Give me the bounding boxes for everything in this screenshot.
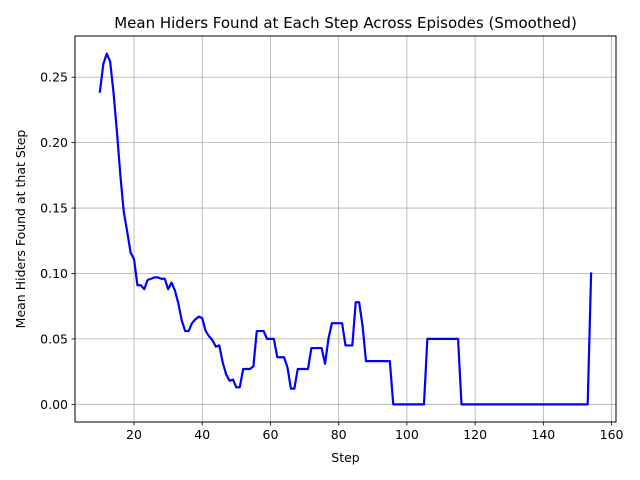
x-tick-label: 120 [463, 427, 487, 442]
y-axis-label: Mean Hiders Found at that Step [13, 130, 28, 329]
x-tick-label: 20 [126, 427, 142, 442]
x-tick-label: 60 [263, 427, 279, 442]
y-tick-label: 0.20 [40, 135, 68, 150]
grid [75, 36, 616, 422]
y-tick-label: 0.10 [40, 266, 68, 281]
x-tick-label: 160 [600, 427, 624, 442]
x-tick-label: 100 [395, 427, 419, 442]
series-line [98, 52, 593, 406]
chart-title: Mean Hiders Found at Each Step Across Ep… [114, 14, 577, 32]
x-axis-label: Step [331, 450, 360, 465]
y-axis-ticks: 0.00 0.05 0.10 0.15 0.20 0.25 [40, 70, 75, 412]
series-layer [98, 52, 593, 406]
y-tick-label: 0.00 [40, 397, 68, 412]
y-tick-label: 0.25 [40, 70, 68, 85]
y-tick-label: 0.05 [40, 331, 68, 346]
x-tick-label: 80 [331, 427, 347, 442]
x-axis-ticks: 20 40 60 80 100 120 140 160 [126, 422, 624, 442]
x-tick-label: 40 [194, 427, 210, 442]
plot-frame [74, 35, 617, 423]
x-tick-label: 140 [531, 427, 555, 442]
y-tick-label: 0.15 [40, 201, 68, 216]
